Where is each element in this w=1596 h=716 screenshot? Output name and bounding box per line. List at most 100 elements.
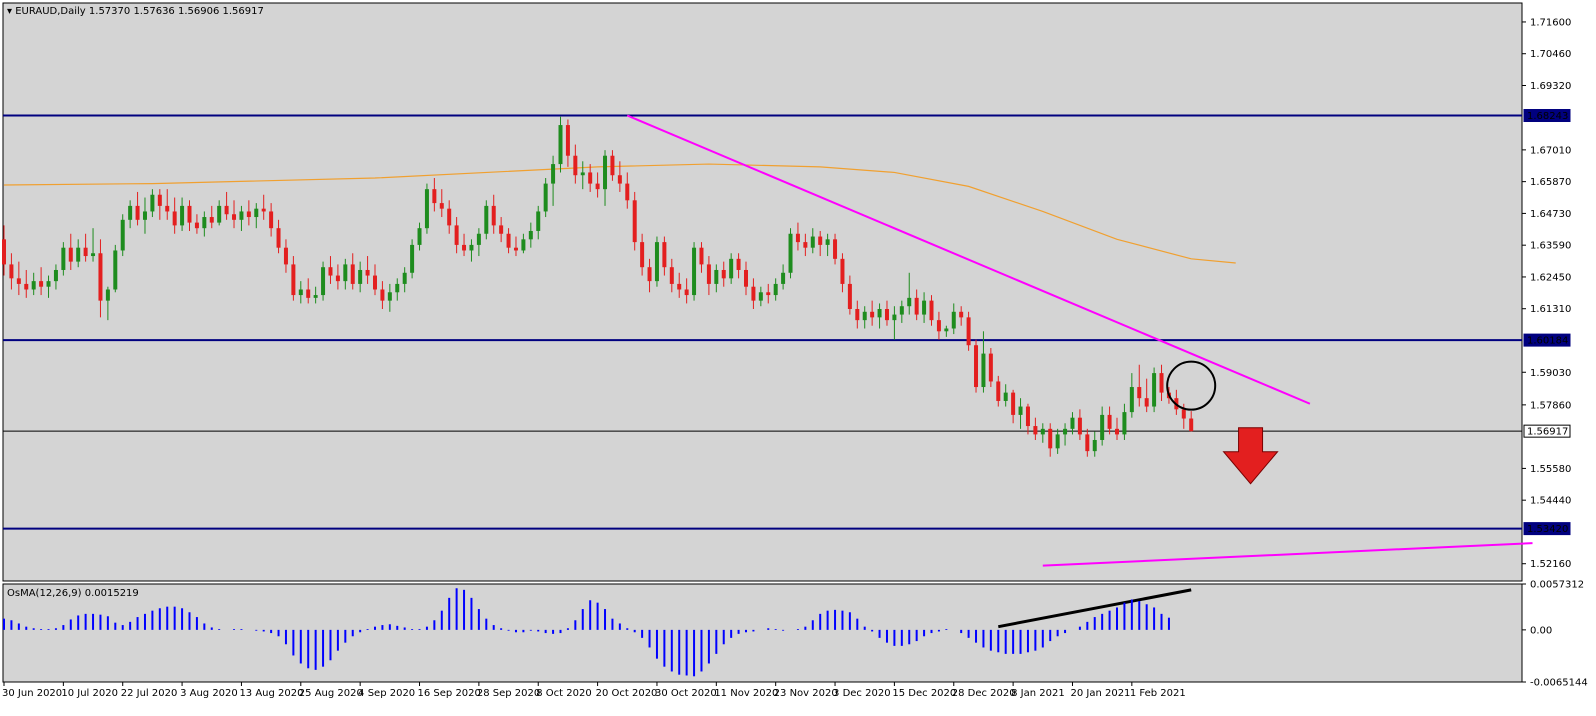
candle-bullish <box>128 205 133 220</box>
candle-bullish <box>91 253 96 257</box>
candle-bullish <box>387 292 392 301</box>
candle-bullish <box>343 264 348 282</box>
date-tick-label: 3 Aug 2020 <box>180 688 238 699</box>
candle-bearish <box>632 200 637 243</box>
candle-bullish <box>1152 373 1157 407</box>
candle-bearish <box>194 222 199 229</box>
candle-bearish <box>588 172 593 184</box>
candle-bullish <box>654 242 659 282</box>
candle-bullish <box>825 239 830 245</box>
candle-bearish <box>2 239 6 265</box>
candle-bullish <box>239 211 244 220</box>
candle-bearish <box>328 267 333 276</box>
date-tick-label: 11 Nov 2020 <box>714 688 778 699</box>
candle-bearish <box>744 269 748 287</box>
candle-bullish <box>528 230 533 240</box>
candle-bullish <box>105 289 110 301</box>
level-price-tag <box>1523 109 1571 123</box>
candle-bullish <box>1055 434 1060 449</box>
down-arrow-icon <box>1222 427 1279 485</box>
candle-bullish <box>714 269 719 284</box>
price-tick-label: 1.52160 <box>1530 559 1571 570</box>
candle-bearish <box>870 311 875 318</box>
candle-bullish <box>113 250 118 290</box>
candle-bearish <box>1181 409 1186 419</box>
candle-bearish <box>914 297 919 315</box>
date-tick-label: 28 Sep 2020 <box>477 688 540 699</box>
candle-bullish <box>150 194 155 212</box>
osma-label: OsMA(12,26,9) 0.0015219 <box>7 588 139 599</box>
candle-bullish <box>692 247 697 296</box>
candle-bearish <box>350 264 355 284</box>
candle-bearish <box>647 267 652 282</box>
candle-bearish <box>439 203 444 209</box>
price-tick-label: 1.55580 <box>1530 464 1571 475</box>
date-tick-label: 3 Dec 2020 <box>833 688 891 699</box>
divergence-line <box>997 588 1192 629</box>
price-tick-label: 1.70460 <box>1530 49 1571 60</box>
candle-bearish <box>1107 414 1112 429</box>
candle-bullish <box>1129 387 1134 413</box>
date-tick-label: 30 Oct 2020 <box>655 688 717 699</box>
price-tick-label: 1.71600 <box>1530 17 1571 28</box>
candle-bearish <box>1159 373 1164 393</box>
price-tick-label: 1.63590 <box>1530 241 1571 252</box>
candle-bearish <box>506 233 511 248</box>
candle-bullish <box>202 217 207 229</box>
candle-bullish <box>53 269 58 282</box>
candle-bearish <box>766 292 771 296</box>
candle-bullish <box>862 311 867 321</box>
osma-tick-label: 0.0057312 <box>1530 580 1584 591</box>
candle-bullish <box>254 208 259 218</box>
candle-bullish <box>944 328 949 332</box>
candle-bearish <box>165 205 170 212</box>
candle-bearish <box>617 175 622 184</box>
candle-bearish <box>261 208 266 212</box>
candle-bullish <box>1070 417 1075 429</box>
date-tick-label: 30 Jun 2020 <box>2 688 62 699</box>
candle-bullish <box>729 258 734 279</box>
candle-bearish <box>677 283 682 290</box>
price-tick-label: 1.59030 <box>1530 368 1571 379</box>
candle-bullish <box>469 244 474 251</box>
date-tick-label: 22 Jul 2020 <box>121 688 178 699</box>
price-tick-label: 1.64730 <box>1530 209 1571 220</box>
date-tick-label: 8 Oct 2020 <box>536 688 591 699</box>
candle-bearish <box>1011 392 1016 415</box>
trendline <box>626 114 1311 405</box>
candle-bearish <box>736 258 741 270</box>
candle-bullish <box>321 267 326 296</box>
candle-bearish <box>269 211 274 229</box>
candle-bearish <box>610 155 615 176</box>
candle-bearish <box>224 205 229 215</box>
candle-bearish <box>573 155 578 176</box>
candle-bearish <box>462 244 467 251</box>
candle-bearish <box>209 217 214 223</box>
candle-bearish <box>513 247 518 251</box>
candle-bearish <box>1137 387 1142 399</box>
trendline <box>1042 542 1533 567</box>
price-tick-label: 1.61310 <box>1530 304 1571 315</box>
candle-bullish <box>603 155 608 190</box>
candle-bearish <box>847 283 852 309</box>
candle-bullish <box>410 244 415 273</box>
candle-bullish <box>951 311 956 329</box>
candle-bearish <box>669 267 674 284</box>
level-price-label: 1.53420 <box>1527 524 1568 535</box>
candle-bullish <box>298 289 303 296</box>
candle-bearish <box>996 381 1001 401</box>
candle-bearish <box>662 242 667 268</box>
candle-bearish <box>335 275 340 282</box>
osma-plot-area <box>2 583 1523 683</box>
candle-bullish <box>46 281 51 287</box>
candle-bearish <box>684 289 689 296</box>
candle-bearish <box>276 228 281 248</box>
candle-bearish <box>39 281 44 287</box>
candle-bullish <box>521 239 526 251</box>
price-tick-label: 1.54440 <box>1530 496 1571 507</box>
candle-bullish <box>543 183 548 212</box>
candle-bearish <box>1025 406 1030 427</box>
header-ohlc: 1.57370 1.57636 1.56906 1.56917 <box>89 6 264 17</box>
candle-bearish <box>306 289 311 298</box>
